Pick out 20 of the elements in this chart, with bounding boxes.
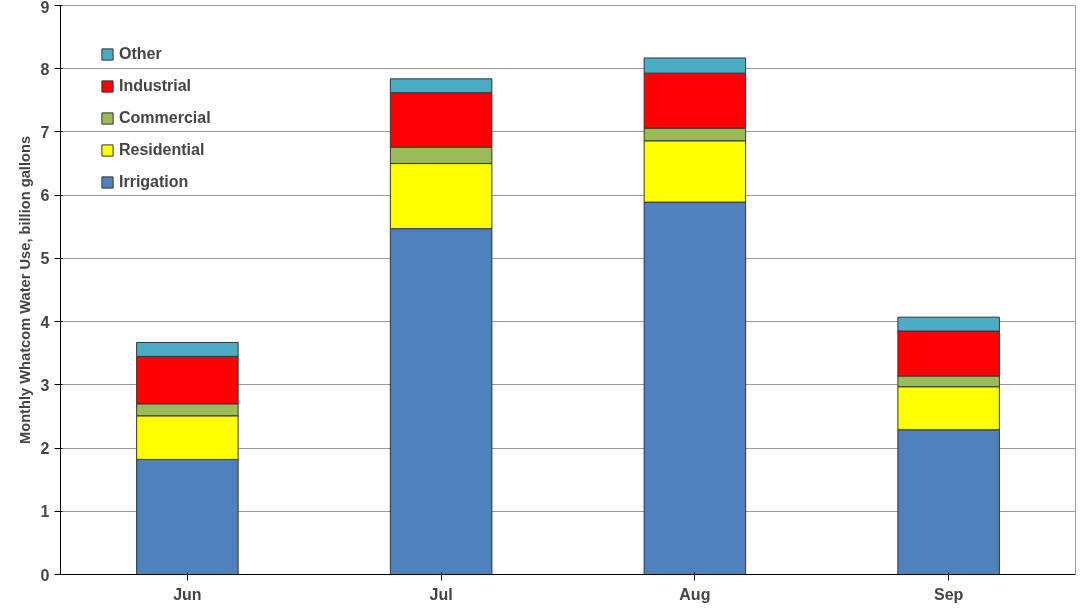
y-tick-label: 9 [40, 0, 50, 16]
y-tick-label: 6 [40, 187, 50, 205]
y-tick-label: 3 [40, 376, 50, 394]
x-tick-label: Jul [429, 585, 453, 603]
y-tick-label: 7 [40, 123, 50, 141]
legend-label: Irrigation [119, 173, 189, 191]
y-tick-label: 0 [40, 566, 50, 584]
y-tick-label: 4 [40, 313, 50, 331]
y-axis-title: Monthly Whatcom Water Use, billion gallons [16, 135, 33, 445]
legend-label: Commercial [119, 109, 211, 127]
y-tick-label: 1 [40, 503, 50, 521]
legend-label: Industrial [119, 77, 192, 95]
x-tick-label: Jun [173, 585, 202, 603]
y-tick-label: 5 [40, 250, 50, 268]
y-tick-label: 2 [40, 440, 50, 458]
x-tick-label: Aug [679, 585, 711, 603]
y-tick-label: 8 [40, 60, 50, 78]
legend-label: Residential [119, 141, 205, 159]
legend-label: Other [119, 45, 162, 63]
x-tick-label: Sep [933, 585, 964, 603]
